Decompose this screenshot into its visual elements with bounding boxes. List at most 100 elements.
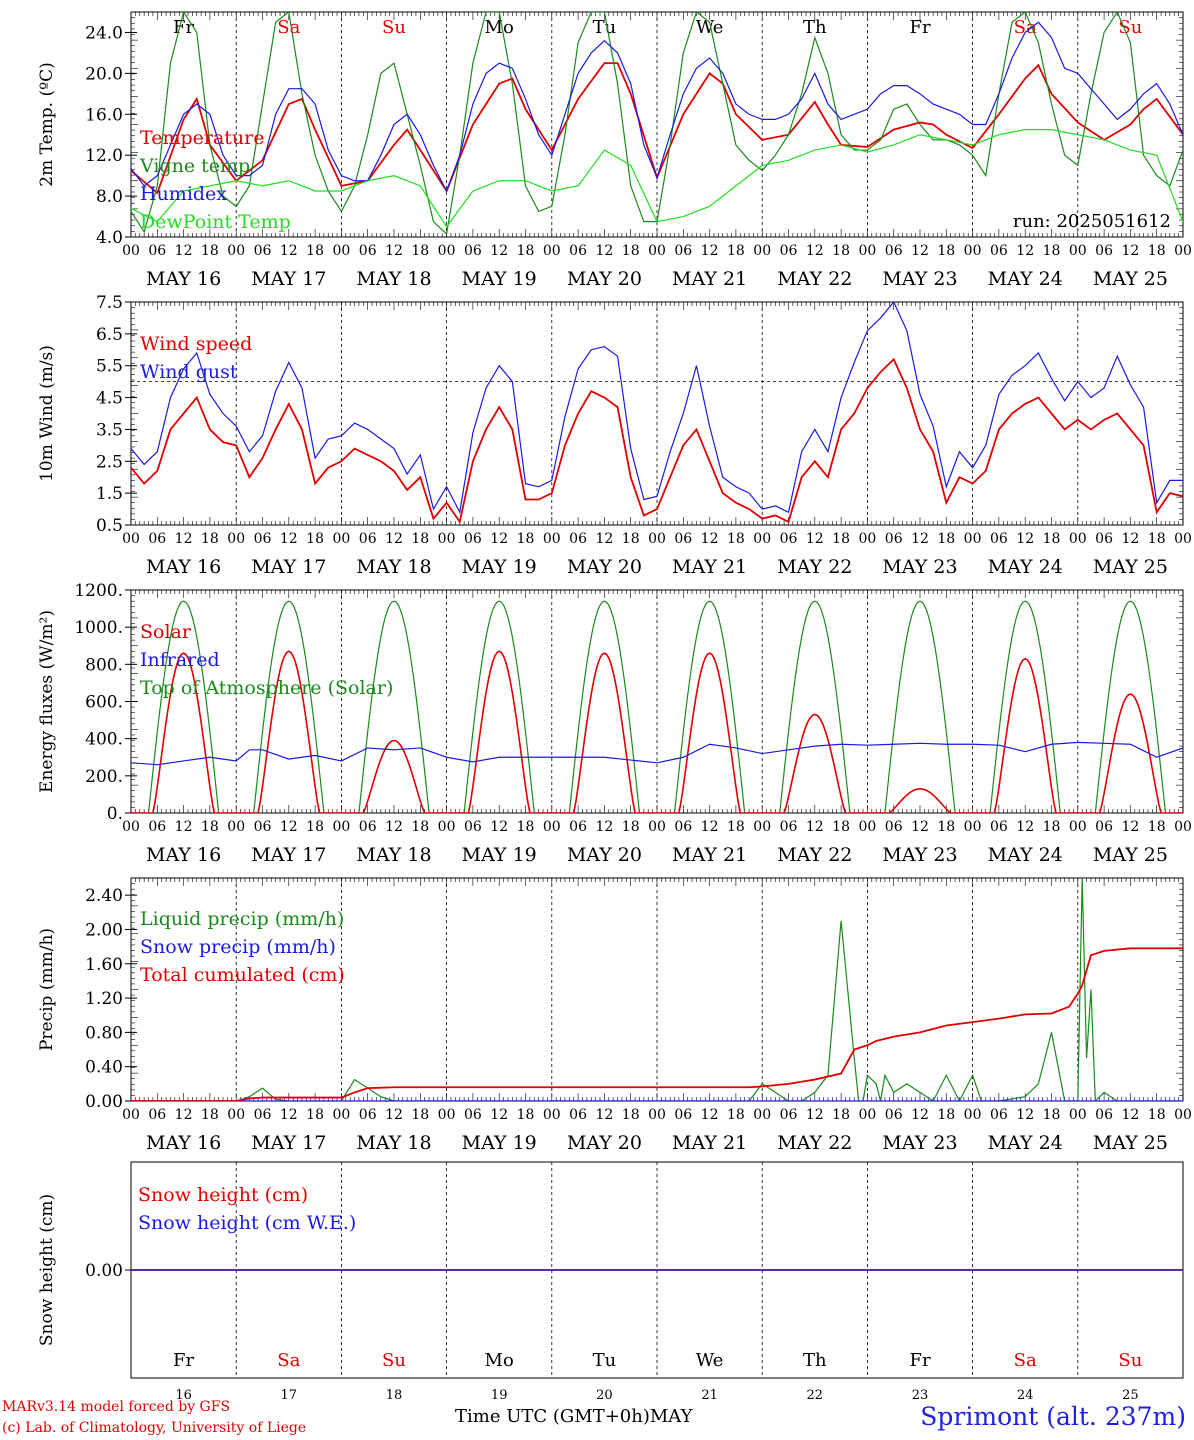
- hour-tick-label: 18: [1043, 531, 1061, 547]
- hour-tick-label: 06: [148, 1107, 166, 1123]
- date-label: MAY 18: [356, 268, 431, 290]
- legend-entry: Temperature: [140, 127, 264, 149]
- hour-tick-label: 18: [517, 531, 535, 547]
- hour-tick-label: 12: [911, 243, 929, 259]
- hour-tick-label: 18: [937, 243, 955, 259]
- date-label: MAY 23: [882, 556, 957, 578]
- day-name: Tu: [593, 1350, 617, 1371]
- hour-tick-label: 06: [990, 531, 1008, 547]
- hour-tick-label: 12: [280, 1107, 298, 1123]
- hour-tick-label: 00: [1069, 243, 1087, 259]
- hour-tick-label: 18: [201, 531, 219, 547]
- hour-tick-label: 00: [438, 1107, 456, 1123]
- day-number: 23: [912, 1388, 929, 1400]
- hour-tick-label: 18: [832, 1107, 850, 1123]
- hour-tick-label: 18: [832, 531, 850, 547]
- hour-tick-label: 12: [490, 819, 508, 835]
- day-name: Sa: [277, 1350, 300, 1371]
- legend-entry: Vigne temp: [139, 155, 250, 177]
- hour-tick-label: 06: [674, 1107, 692, 1123]
- date-label: MAY 21: [672, 268, 747, 290]
- day-name: Th: [803, 17, 827, 38]
- date-label: MAY 16: [146, 844, 221, 866]
- hour-tick-label: 12: [1016, 243, 1034, 259]
- hour-tick-label: 00: [543, 819, 561, 835]
- date-label: MAY 18: [356, 1132, 431, 1154]
- hour-tick-label: 18: [411, 243, 429, 259]
- date-label: MAY 20: [567, 1132, 642, 1154]
- hour-tick-label: 06: [780, 531, 798, 547]
- day-name: Mo: [485, 1350, 514, 1371]
- y-tick-label: 1.20: [85, 989, 123, 1009]
- legend-entry: Snow height (cm): [138, 1184, 308, 1206]
- series-wind-gust: [131, 302, 1183, 515]
- hour-tick-label: 06: [990, 243, 1008, 259]
- hour-tick-label: 00: [332, 819, 350, 835]
- legend-entry: Humidex: [140, 183, 227, 205]
- day-name: We: [696, 17, 724, 38]
- hour-tick-label: 18: [937, 819, 955, 835]
- date-label: MAY 24: [988, 268, 1063, 290]
- series-wind-speed: [131, 357, 1183, 525]
- date-label: MAY 16: [146, 556, 221, 578]
- series-infrared: [131, 741, 1183, 766]
- y-axis-label: 10m Wind (m/s): [37, 345, 57, 482]
- date-label: MAY 24: [988, 556, 1063, 578]
- hour-tick-label: 18: [411, 819, 429, 835]
- hour-tick-label: 06: [780, 243, 798, 259]
- day-number: 24: [1017, 1388, 1034, 1400]
- hour-tick-label: 12: [1121, 243, 1139, 259]
- y-tick-label: 12.0: [85, 146, 123, 166]
- lab-credit: (c) Lab. of Climatology, University of L…: [2, 1420, 307, 1436]
- date-label: MAY 19: [462, 844, 537, 866]
- hour-tick-label: 12: [280, 243, 298, 259]
- hour-tick-label: 00: [858, 1107, 876, 1123]
- hour-tick-label: 12: [175, 243, 193, 259]
- hour-tick-label: 00: [648, 1107, 666, 1123]
- date-label: MAY 25: [1093, 1132, 1168, 1154]
- day-name: Tu: [593, 17, 617, 38]
- hour-tick-label: 06: [569, 819, 587, 835]
- date-label: MAY 19: [462, 1132, 537, 1154]
- hour-tick-label: 12: [490, 243, 508, 259]
- hour-tick-label: 18: [727, 819, 745, 835]
- hour-tick-label: 12: [806, 531, 824, 547]
- hour-tick-label: 06: [359, 819, 377, 835]
- time-axis-label: Time UTC (GMT+0h)MAY: [455, 1406, 692, 1427]
- hour-tick-label: 06: [464, 819, 482, 835]
- y-tick-label: 1000.: [74, 618, 123, 638]
- hour-tick-label: 12: [595, 1107, 613, 1123]
- hour-tick-label: 06: [674, 819, 692, 835]
- date-label: MAY 25: [1093, 556, 1168, 578]
- series-solar: [131, 650, 1183, 813]
- date-label: MAY 17: [251, 1132, 326, 1154]
- hour-tick-label: 00: [858, 819, 876, 835]
- hour-tick-label: 00: [964, 1107, 982, 1123]
- day-name: Th: [803, 1350, 827, 1371]
- legend-entry: Wind speed: [140, 333, 252, 355]
- hour-tick-label: 00: [858, 243, 876, 259]
- run-label: run: 2025051612: [1013, 211, 1171, 232]
- legend-entry: Top of Atmosphere (Solar): [140, 677, 393, 699]
- y-tick-label: 20.0: [85, 64, 123, 84]
- hour-tick-label: 12: [490, 1107, 508, 1123]
- y-axis-label: 2m Temp. (ºC): [37, 62, 57, 187]
- series-humidex: [131, 21, 1183, 193]
- y-tick-label: 8.0: [96, 187, 123, 207]
- day-name: Su: [382, 17, 406, 38]
- date-label: MAY 24: [988, 1132, 1063, 1154]
- y-tick-label: 2.00: [85, 920, 123, 940]
- date-label: MAY 25: [1093, 844, 1168, 866]
- day-name: Fr: [173, 1350, 194, 1371]
- y-axis-label: Energy fluxes (W/m²): [37, 610, 57, 793]
- panel-5: 0.00 Snow height (cm) Snow height (cm) Snow…: [37, 1161, 1184, 1403]
- y-axis-label: Snow height (cm): [37, 1194, 57, 1346]
- hour-tick-label: 00: [1174, 531, 1192, 547]
- panel-4: 0.00 0.40 0.80 1.20 1.60 2.00 2.40 Precip (mm/h…: [37, 877, 1192, 1154]
- hour-tick-label: 12: [385, 531, 403, 547]
- hour-tick-label: 00: [1174, 1107, 1192, 1123]
- date-label: MAY 22: [777, 1132, 852, 1154]
- date-label: MAY 21: [672, 556, 747, 578]
- y-axis-label: Precip (mm/h): [37, 928, 57, 1051]
- legend-entry: DewPoint Temp: [140, 211, 291, 233]
